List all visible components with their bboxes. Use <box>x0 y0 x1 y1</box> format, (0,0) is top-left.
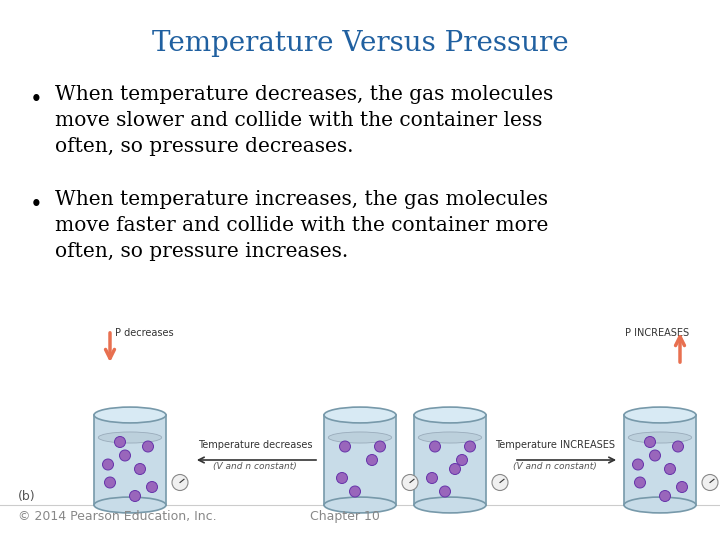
Circle shape <box>402 475 418 490</box>
Bar <box>414 415 486 505</box>
Ellipse shape <box>349 486 361 497</box>
Ellipse shape <box>328 432 392 443</box>
Ellipse shape <box>135 463 145 475</box>
Text: (b): (b) <box>18 490 35 503</box>
Ellipse shape <box>324 497 396 513</box>
Ellipse shape <box>430 441 441 452</box>
Text: © 2014 Pearson Education, Inc.: © 2014 Pearson Education, Inc. <box>18 510 217 523</box>
Text: Temperature INCREASES: Temperature INCREASES <box>495 440 615 450</box>
Ellipse shape <box>102 459 114 470</box>
Text: move slower and collide with the container less: move slower and collide with the contain… <box>55 111 542 130</box>
Ellipse shape <box>644 436 655 448</box>
Ellipse shape <box>456 455 467 465</box>
Ellipse shape <box>104 477 115 488</box>
Text: Chapter 10: Chapter 10 <box>310 510 380 523</box>
Ellipse shape <box>94 407 166 423</box>
Text: Temperature Versus Pressure: Temperature Versus Pressure <box>152 30 568 57</box>
Text: Temperature decreases: Temperature decreases <box>198 440 312 450</box>
Text: P decreases: P decreases <box>115 328 174 338</box>
Ellipse shape <box>629 432 692 443</box>
Ellipse shape <box>632 459 644 470</box>
Ellipse shape <box>324 407 396 423</box>
Ellipse shape <box>414 407 486 423</box>
Ellipse shape <box>130 490 140 502</box>
Ellipse shape <box>99 432 162 443</box>
Ellipse shape <box>418 432 482 443</box>
Bar <box>94 415 166 505</box>
Ellipse shape <box>114 436 125 448</box>
Circle shape <box>492 475 508 490</box>
Text: often, so pressure decreases.: often, so pressure decreases. <box>55 137 354 156</box>
Text: When temperature decreases, the gas molecules: When temperature decreases, the gas mole… <box>55 85 553 104</box>
Ellipse shape <box>120 450 130 461</box>
Ellipse shape <box>672 441 683 452</box>
Ellipse shape <box>649 450 660 461</box>
Text: •: • <box>30 89 42 111</box>
Text: P INCREASES: P INCREASES <box>625 328 689 338</box>
Ellipse shape <box>340 441 351 452</box>
Ellipse shape <box>336 472 348 483</box>
Text: (V and n constant): (V and n constant) <box>213 462 297 471</box>
Text: •: • <box>30 194 42 216</box>
Ellipse shape <box>146 482 158 492</box>
Ellipse shape <box>634 477 646 488</box>
Ellipse shape <box>624 497 696 513</box>
Ellipse shape <box>94 497 166 513</box>
Ellipse shape <box>439 486 451 497</box>
Text: often, so pressure increases.: often, so pressure increases. <box>55 242 348 261</box>
Ellipse shape <box>660 490 670 502</box>
Ellipse shape <box>143 441 153 452</box>
Ellipse shape <box>624 407 696 423</box>
Bar <box>324 415 396 505</box>
Ellipse shape <box>677 482 688 492</box>
Circle shape <box>702 475 718 490</box>
Bar <box>624 415 696 505</box>
Text: When temperature increases, the gas molecules: When temperature increases, the gas mole… <box>55 190 548 209</box>
Text: (V and n constant): (V and n constant) <box>513 462 597 471</box>
Text: move faster and collide with the container more: move faster and collide with the contain… <box>55 216 549 235</box>
Ellipse shape <box>665 463 675 475</box>
Ellipse shape <box>366 455 377 465</box>
Ellipse shape <box>464 441 475 452</box>
Ellipse shape <box>414 497 486 513</box>
Ellipse shape <box>449 463 461 475</box>
Circle shape <box>172 475 188 490</box>
Ellipse shape <box>426 472 438 483</box>
Ellipse shape <box>374 441 385 452</box>
